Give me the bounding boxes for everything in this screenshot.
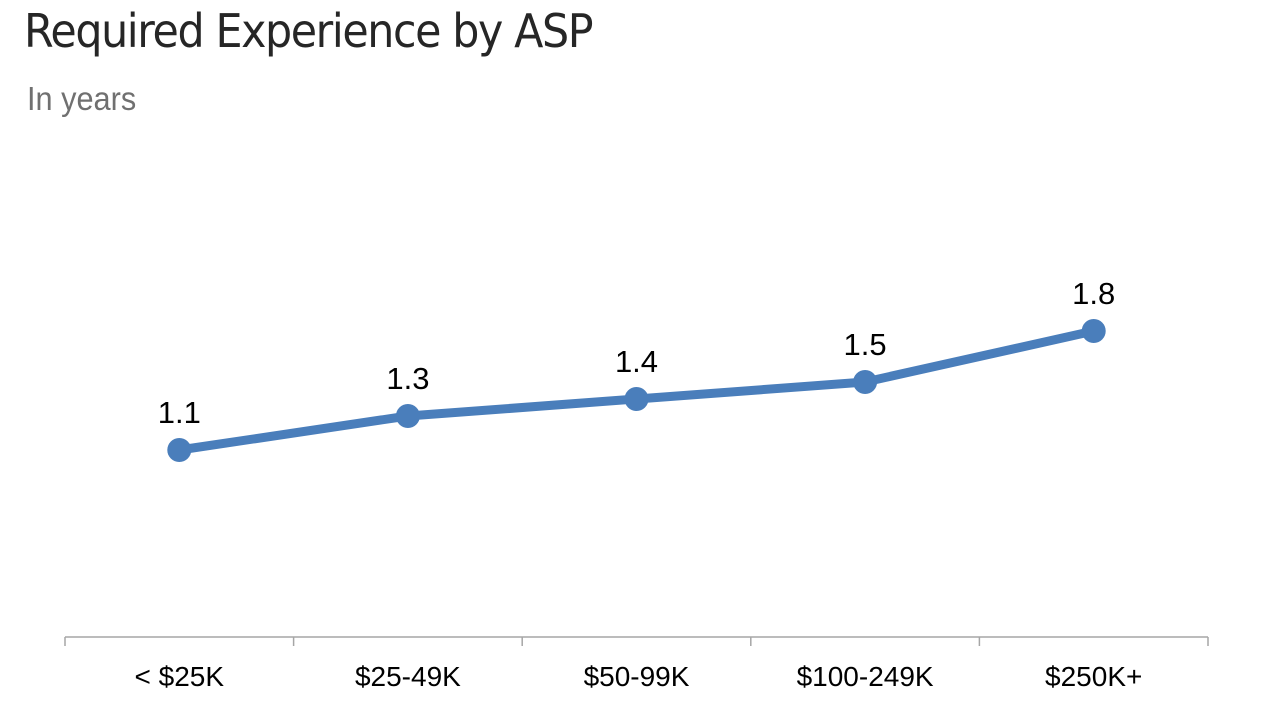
x-tick-label: $25-49K	[355, 661, 461, 692]
data-label: 1.4	[615, 344, 658, 379]
data-point	[853, 370, 878, 394]
x-tick-label: $50-99K	[584, 661, 690, 692]
x-axis-ticks	[64, 637, 1209, 646]
data-point	[1081, 319, 1106, 343]
data-label: 1.3	[386, 361, 429, 396]
data-markers	[167, 319, 1106, 462]
x-axis-tick-labels: < $25K $25-49K $50-99K $100-249K $250K+	[135, 661, 1143, 692]
data-labels: 1.1 1.3 1.4 1.5 1.8	[158, 276, 1116, 430]
data-label: 1.5	[844, 327, 887, 362]
x-tick-label: < $25K	[135, 661, 225, 692]
chart-title: Required Experience by ASP	[24, 4, 594, 58]
x-tick-label: $100-249K	[797, 661, 934, 692]
data-point	[395, 404, 420, 428]
data-label: 1.1	[158, 395, 201, 430]
data-point	[167, 438, 192, 462]
data-label: 1.8	[1072, 276, 1115, 311]
chart-subtitle: In years	[27, 80, 137, 117]
x-tick-label: $250K+	[1045, 661, 1142, 692]
data-point	[624, 387, 649, 411]
